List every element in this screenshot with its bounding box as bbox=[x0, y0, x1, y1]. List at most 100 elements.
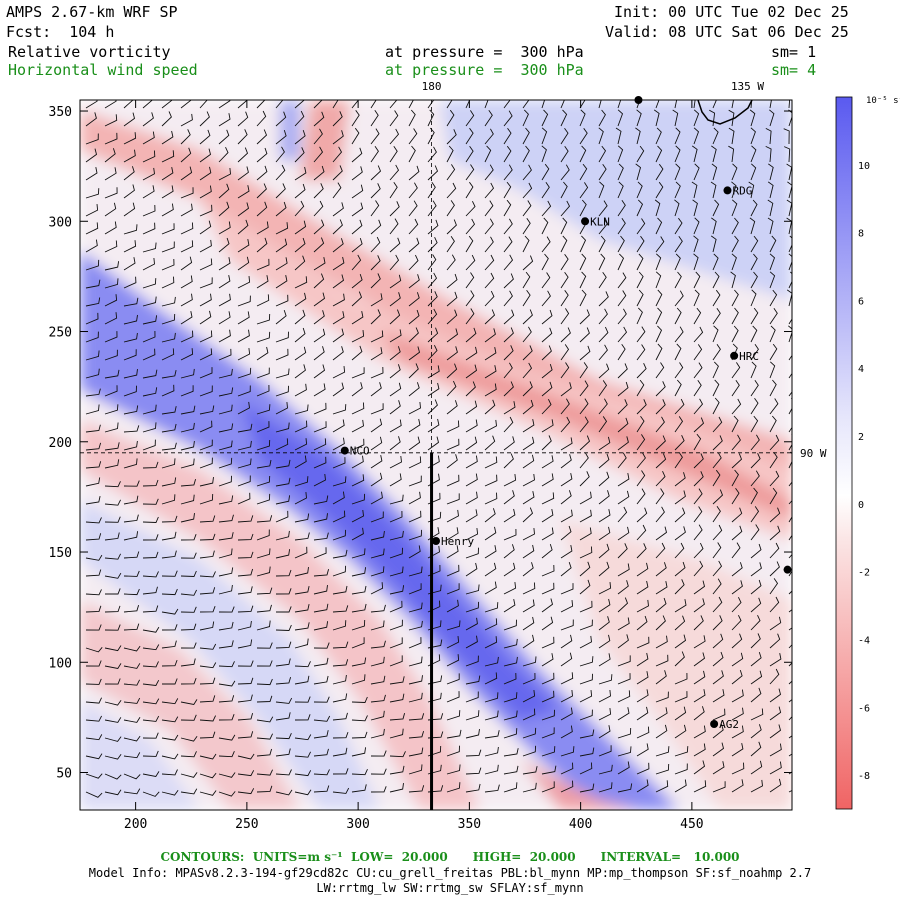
wind-barb bbox=[85, 734, 103, 741]
wind-barb bbox=[560, 561, 572, 577]
wind-barb bbox=[180, 589, 198, 596]
wind-barb bbox=[275, 331, 289, 343]
wind-barb bbox=[636, 307, 643, 325]
wind-barb bbox=[370, 309, 381, 325]
wind-barb bbox=[218, 113, 231, 127]
wind-barb bbox=[712, 344, 721, 361]
wind-barb bbox=[765, 127, 772, 145]
wind-barb bbox=[199, 367, 213, 379]
wind-barb bbox=[750, 271, 758, 289]
wind-barb bbox=[351, 784, 367, 793]
wind-barb bbox=[161, 515, 178, 523]
wind-barb bbox=[674, 507, 686, 523]
wind-barb bbox=[731, 181, 737, 199]
wind-barb bbox=[503, 765, 519, 775]
wind-barb bbox=[313, 165, 325, 181]
wind-barb bbox=[446, 583, 460, 595]
wind-barb bbox=[427, 272, 438, 289]
wind-barb bbox=[370, 640, 386, 649]
wind-barb bbox=[560, 271, 569, 289]
wind-barb bbox=[389, 566, 404, 577]
wind-barb bbox=[332, 202, 344, 217]
wind-barb bbox=[408, 363, 419, 379]
wind-barb bbox=[598, 416, 608, 433]
wind-barb bbox=[693, 253, 699, 271]
wind-barb bbox=[275, 309, 287, 325]
wind-barb bbox=[579, 656, 594, 667]
wind-barb bbox=[389, 547, 403, 559]
wind-barb bbox=[85, 148, 98, 163]
wind-barb bbox=[199, 204, 213, 217]
wind-barb bbox=[465, 346, 478, 361]
wind-barb bbox=[484, 581, 497, 595]
wind-barb bbox=[655, 271, 662, 289]
wind-barb bbox=[655, 542, 666, 559]
wind-barb bbox=[617, 473, 630, 487]
wind-barb bbox=[123, 202, 136, 217]
wind-barb bbox=[522, 255, 534, 271]
wind-barb bbox=[712, 742, 725, 757]
wind-barb bbox=[389, 254, 400, 271]
wind-barb bbox=[218, 201, 230, 217]
wind-barb bbox=[275, 348, 289, 361]
wind-barb bbox=[408, 100, 414, 109]
wind-barb bbox=[256, 100, 266, 109]
wind-barb bbox=[237, 788, 255, 795]
wind-barb bbox=[275, 530, 290, 541]
wind-barb bbox=[465, 327, 477, 343]
colorbar bbox=[835, 96, 853, 810]
wind-barb bbox=[427, 291, 438, 307]
wind-barb bbox=[389, 637, 403, 649]
wind-barb bbox=[294, 476, 309, 487]
wind-barb bbox=[769, 724, 782, 739]
wind-barb bbox=[731, 100, 734, 109]
wind-barb bbox=[180, 187, 194, 199]
wind-barb bbox=[180, 552, 197, 559]
wind-barb bbox=[598, 708, 612, 721]
wind-barb bbox=[750, 235, 759, 253]
wind-barb bbox=[161, 348, 175, 361]
wind-barb bbox=[655, 217, 663, 235]
wind-barb bbox=[142, 698, 160, 705]
coastline bbox=[697, 100, 753, 125]
wind-barb bbox=[237, 515, 254, 523]
wind-barb bbox=[199, 420, 213, 433]
wind-barb bbox=[636, 289, 644, 307]
wind-barb bbox=[579, 600, 593, 613]
wind-barb bbox=[503, 474, 517, 487]
wind-barb bbox=[503, 619, 517, 631]
wind-barb bbox=[332, 674, 347, 685]
model-info-line-2: LW:rrtmg_lw SW:rrtmg_sw SFLAY:sf_mynn bbox=[316, 881, 584, 895]
field-2-smooth: sm= 4 bbox=[771, 61, 817, 79]
wind-barb bbox=[503, 672, 517, 685]
wind-barb bbox=[579, 416, 589, 433]
wind-barb bbox=[294, 420, 308, 433]
wind-barb bbox=[541, 709, 555, 721]
wind-barb bbox=[655, 253, 662, 271]
wind-barb bbox=[769, 561, 780, 577]
wind-barb bbox=[769, 578, 779, 595]
wind-barb bbox=[351, 273, 363, 289]
wind-barb bbox=[465, 635, 478, 649]
wind-barb bbox=[237, 202, 250, 217]
wind-barb bbox=[579, 380, 589, 397]
wind-barb bbox=[693, 453, 704, 469]
wind-barb bbox=[389, 765, 405, 775]
wind-barb bbox=[750, 487, 758, 505]
wind-barb bbox=[731, 762, 745, 775]
wind-barb bbox=[522, 289, 531, 307]
wind-barb bbox=[598, 490, 610, 505]
wind-barb bbox=[294, 276, 308, 289]
wind-barb bbox=[503, 748, 519, 757]
wind-barb bbox=[218, 548, 233, 559]
wind-barb bbox=[237, 475, 251, 487]
wind-barb bbox=[617, 290, 627, 307]
wind-barb bbox=[712, 452, 722, 469]
wind-barb bbox=[332, 529, 347, 541]
wind-barb bbox=[541, 236, 551, 253]
wind-barb bbox=[446, 654, 460, 667]
wind-barb bbox=[370, 768, 387, 775]
wind-barb bbox=[579, 546, 593, 559]
wind-barb bbox=[408, 475, 422, 487]
wind-barb bbox=[731, 434, 741, 451]
